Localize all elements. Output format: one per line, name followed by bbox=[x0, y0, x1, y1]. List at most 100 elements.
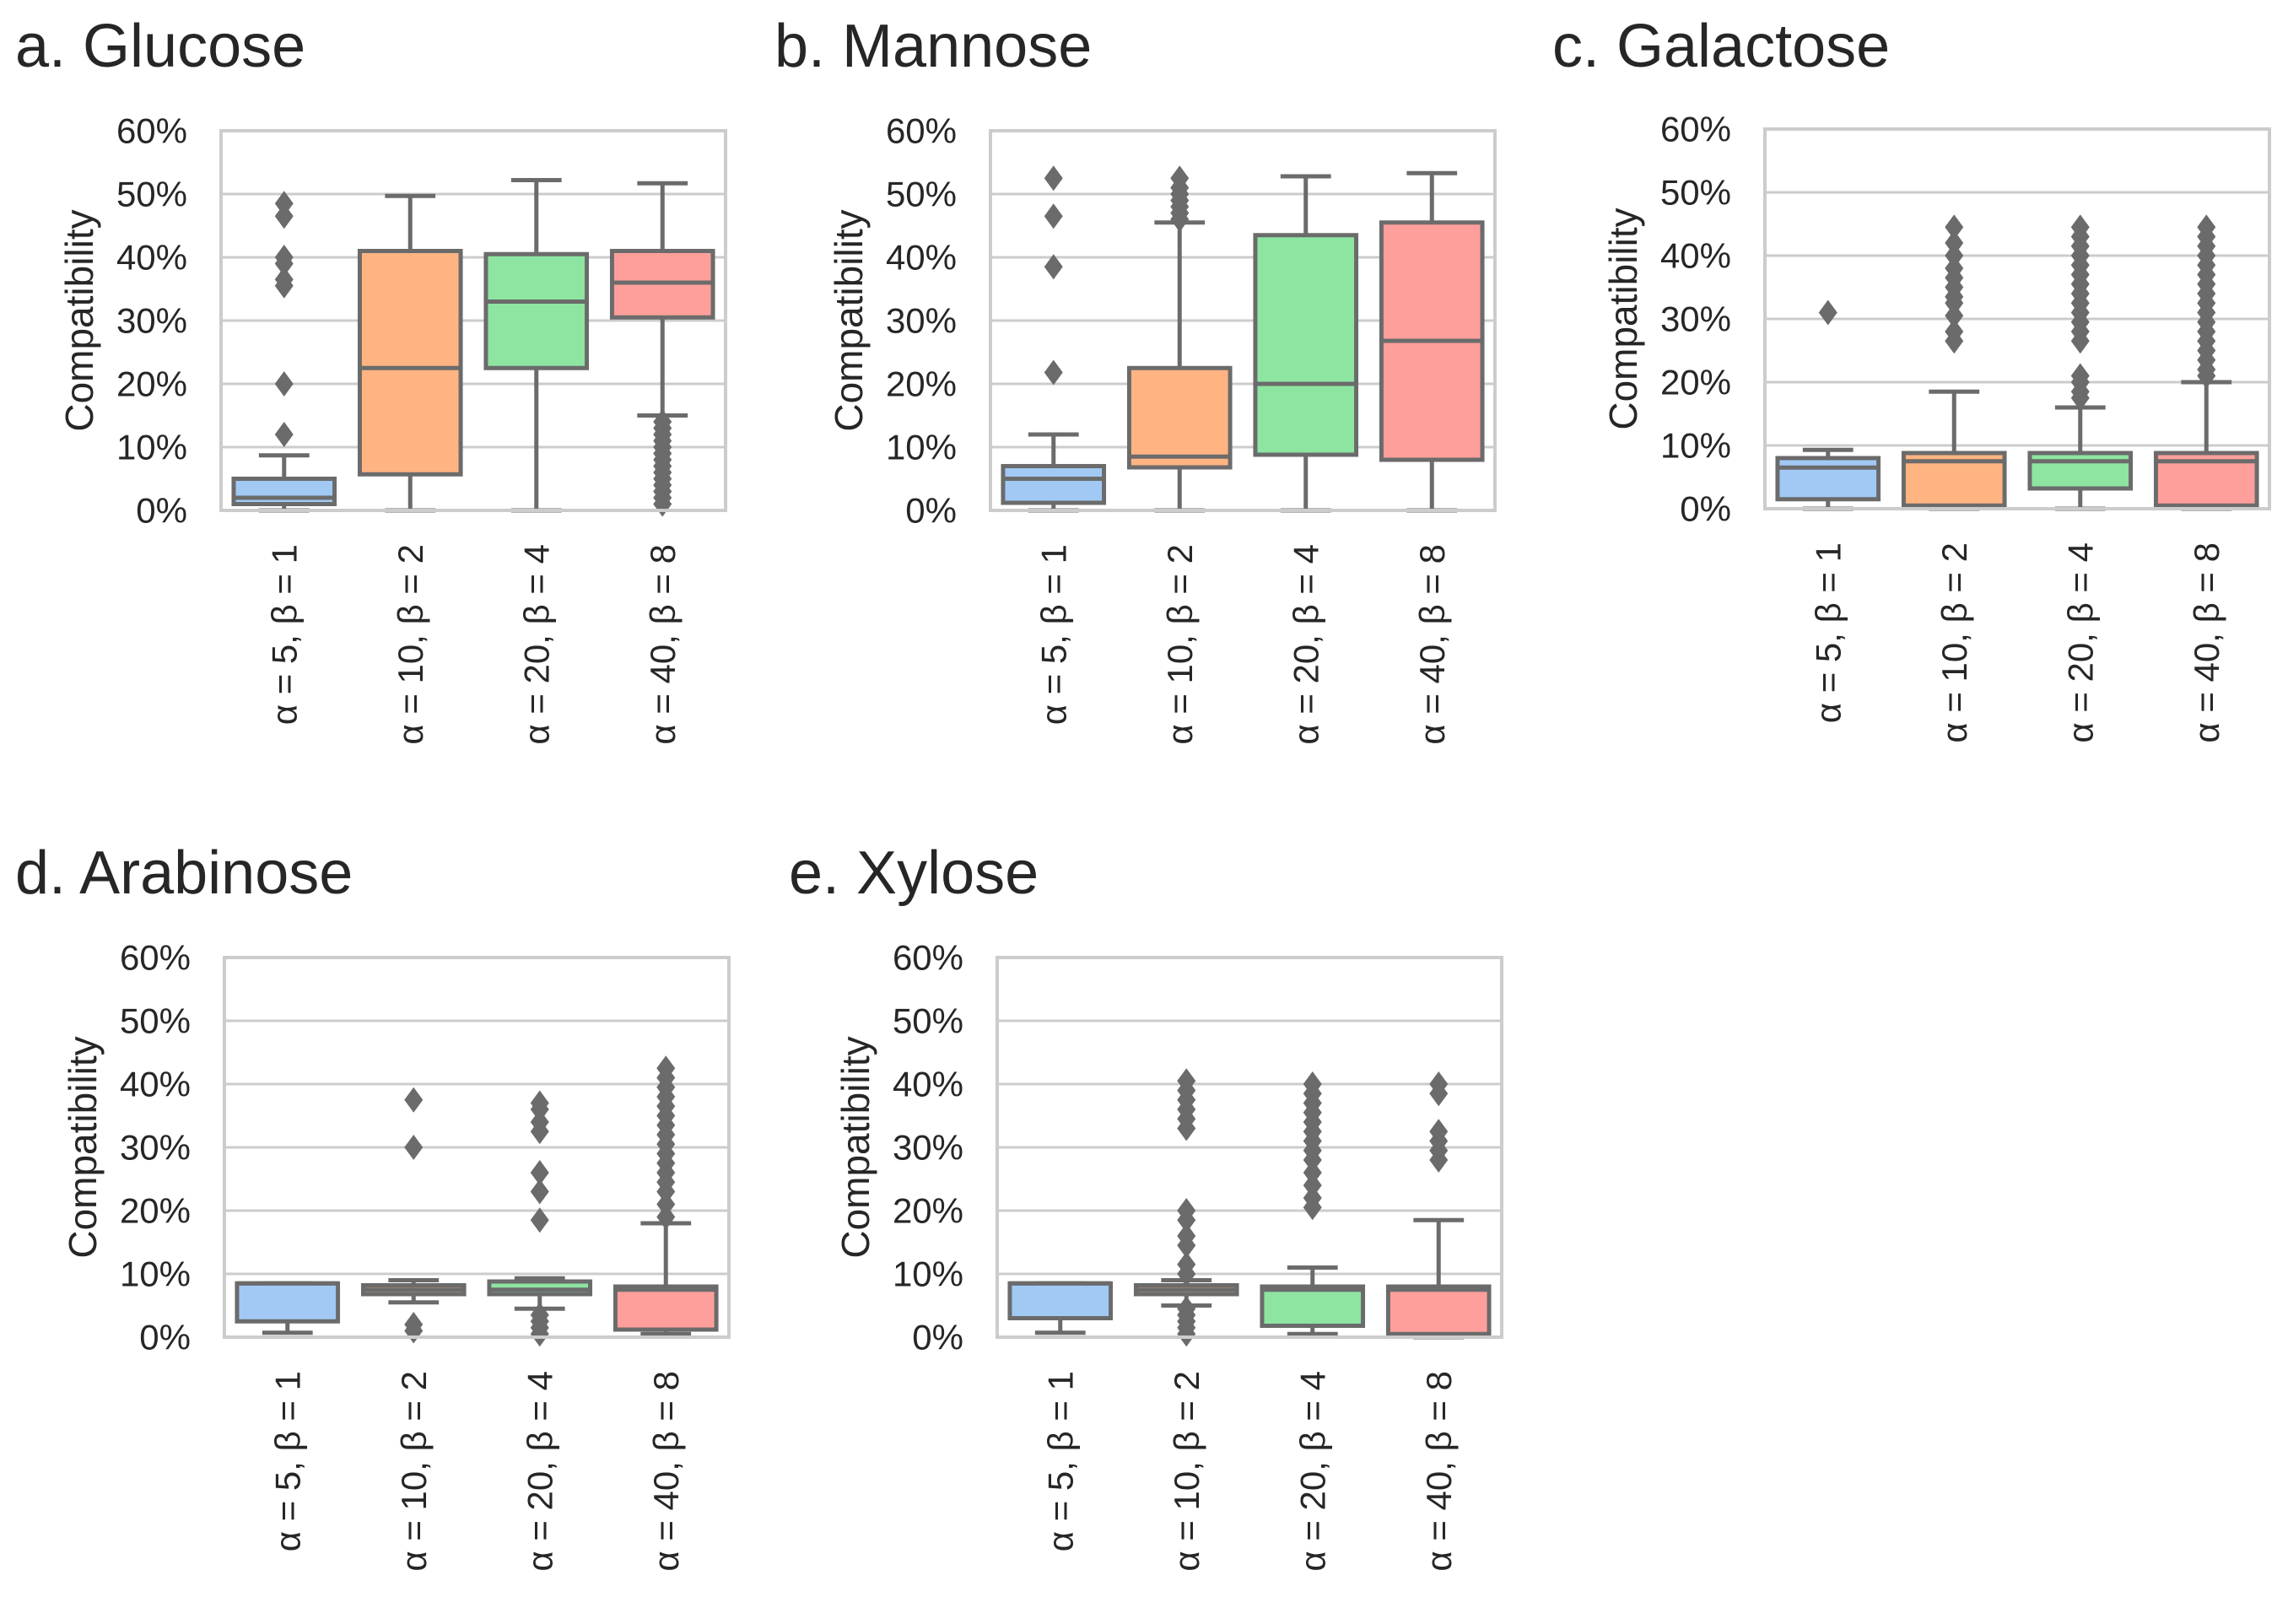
iqr-box bbox=[1253, 233, 1359, 457]
outlier-point bbox=[274, 191, 294, 217]
y-tick-label: 40% bbox=[120, 1065, 191, 1104]
y-tick-label: 20% bbox=[1660, 363, 1731, 402]
y-tick-label: 10% bbox=[120, 1254, 191, 1294]
y-tick-label: 60% bbox=[886, 111, 957, 151]
outlier-point bbox=[1177, 1296, 1196, 1322]
box-1 bbox=[1126, 165, 1233, 513]
outlier-point bbox=[1945, 230, 1964, 256]
outlier-point bbox=[1177, 1223, 1196, 1249]
chart-panel-2: c. Galactose 0% 10% 20% 30% 40% 50% 60% Compatib… bbox=[1552, 13, 2271, 743]
outlier-point bbox=[1945, 319, 1964, 344]
outlier-point bbox=[1818, 299, 1837, 326]
outlier-point bbox=[1170, 165, 1190, 192]
iqr-box bbox=[357, 249, 463, 477]
y-tick-label: 30% bbox=[1660, 299, 1731, 339]
y-tick-label: 40% bbox=[1660, 236, 1731, 276]
y-axis-label: Compatibility bbox=[834, 1036, 877, 1258]
box-0 bbox=[1775, 299, 1881, 511]
outlier-point bbox=[1177, 1251, 1196, 1277]
y-axis-label: Compatibility bbox=[1601, 208, 1645, 429]
iqr-box bbox=[1775, 456, 1881, 502]
outlier-point bbox=[530, 1160, 549, 1185]
outlier-point bbox=[1429, 1119, 1449, 1145]
plot-frame bbox=[223, 956, 731, 1339]
outlier-point bbox=[274, 422, 294, 447]
y-tick-label: 50% bbox=[886, 175, 957, 214]
iqr-box bbox=[612, 1284, 719, 1332]
y-tick-label: 0% bbox=[136, 491, 187, 531]
y-tick-label: 30% bbox=[116, 301, 187, 341]
x-tick-label: α = 5, β = 1 bbox=[267, 1371, 307, 1551]
outlier-point bbox=[1177, 1198, 1196, 1223]
box-1 bbox=[1901, 214, 2007, 511]
x-tick-label: α = 10, β = 2 bbox=[394, 1371, 434, 1572]
y-tick-label: 10% bbox=[886, 428, 957, 467]
outlier-point bbox=[530, 1207, 549, 1233]
iqr-box bbox=[2027, 451, 2134, 491]
outlier-point bbox=[530, 1090, 549, 1116]
box-1 bbox=[357, 193, 463, 513]
y-tick-label: 30% bbox=[893, 1128, 963, 1168]
chart-title: d. Arabinose bbox=[15, 839, 353, 907]
x-tick-label: α = 20, β = 4 bbox=[1292, 1371, 1332, 1572]
iqr-box bbox=[1007, 1281, 1114, 1320]
box-2 bbox=[2027, 214, 2134, 511]
y-tick-label: 40% bbox=[893, 1065, 963, 1104]
y-tick-label: 20% bbox=[893, 1191, 963, 1231]
y-tick-label: 50% bbox=[116, 175, 187, 214]
y-axis-label: Compatibility bbox=[827, 209, 871, 431]
y-tick-label: 50% bbox=[1660, 173, 1731, 213]
outlier-point bbox=[2070, 214, 2090, 240]
y-tick-label: 30% bbox=[886, 301, 957, 341]
box-3 bbox=[1379, 170, 1485, 513]
outlier-point bbox=[530, 1302, 549, 1328]
y-tick-label: 10% bbox=[893, 1254, 963, 1294]
box-3 bbox=[1385, 1071, 1492, 1340]
box-2 bbox=[483, 178, 590, 513]
y-tick-label: 20% bbox=[116, 364, 187, 404]
outlier-point bbox=[656, 1055, 676, 1082]
x-tick-label: α = 10, β = 2 bbox=[1935, 542, 1974, 743]
box-3 bbox=[612, 1055, 719, 1336]
chart-title: a. Glucose bbox=[15, 13, 305, 80]
box-1 bbox=[360, 1087, 467, 1344]
y-tick-label: 0% bbox=[912, 1318, 963, 1357]
y-tick-label: 40% bbox=[116, 238, 187, 278]
outlier-point bbox=[653, 409, 672, 434]
outlier-point bbox=[1429, 1071, 1449, 1097]
outlier-point bbox=[2070, 363, 2090, 389]
outlier-point bbox=[1044, 359, 1063, 386]
y-tick-label: 50% bbox=[893, 1001, 963, 1041]
iqr-box bbox=[231, 477, 337, 506]
x-tick-label: α = 10, β = 2 bbox=[391, 544, 430, 745]
x-tick-label: α = 10, β = 2 bbox=[1167, 1371, 1206, 1572]
x-tick-label: α = 5, β = 1 bbox=[1808, 542, 1848, 723]
x-tick-label: α = 40, β = 8 bbox=[646, 1371, 686, 1572]
x-tick-label: α = 5, β = 1 bbox=[264, 544, 304, 725]
outlier-point bbox=[1177, 1068, 1196, 1094]
outlier-point bbox=[404, 1135, 424, 1160]
y-tick-label: 0% bbox=[905, 491, 957, 531]
y-tick-label: 60% bbox=[116, 111, 187, 151]
plot-frame bbox=[1763, 127, 2271, 510]
box-1 bbox=[1133, 1068, 1239, 1347]
chart-panel-3: d. Arabinose 0% 10% 20% 30% 40% 50% 60% Compatib… bbox=[15, 839, 731, 1572]
chart-title: e. Xylose bbox=[789, 839, 1039, 907]
box-0 bbox=[1001, 165, 1107, 513]
y-axis-label: Compatibility bbox=[61, 1036, 105, 1258]
y-tick-label: 0% bbox=[139, 1318, 191, 1357]
box-0 bbox=[231, 191, 337, 513]
y-tick-label: 30% bbox=[120, 1128, 191, 1168]
outlier-point bbox=[404, 1087, 424, 1113]
iqr-box bbox=[1385, 1284, 1492, 1336]
box-2 bbox=[1260, 1071, 1366, 1336]
outlier-point bbox=[274, 245, 294, 270]
outlier-point bbox=[1044, 254, 1063, 280]
chart-title: c. Galactose bbox=[1552, 13, 1890, 80]
y-tick-label: 50% bbox=[120, 1001, 191, 1041]
x-tick-label: α = 10, β = 2 bbox=[1160, 544, 1200, 745]
x-tick-label: α = 40, β = 8 bbox=[1412, 544, 1452, 745]
y-tick-label: 10% bbox=[1660, 426, 1731, 466]
iqr-box bbox=[235, 1281, 341, 1324]
outlier-point bbox=[1945, 214, 1964, 240]
